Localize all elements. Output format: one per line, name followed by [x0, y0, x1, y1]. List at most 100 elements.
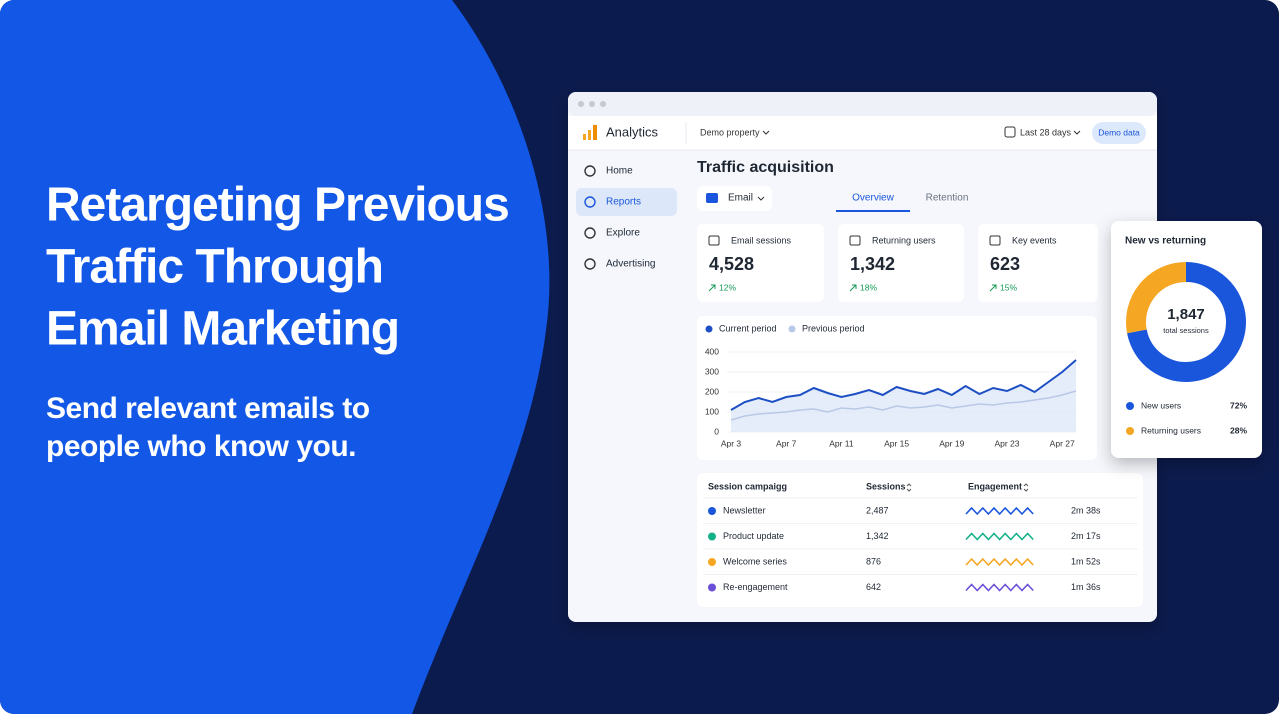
series-line — [730, 359, 1077, 411]
tab[interactable]: Retention — [926, 193, 969, 204]
page-title: Traffic acquisition — [697, 159, 834, 176]
logo-bar — [583, 134, 586, 140]
chevron — [762, 130, 770, 135]
x-tick-label: Apr 3 — [721, 438, 742, 448]
row-name: Re-engagement — [723, 582, 788, 592]
date-range: Last 28 days — [1020, 127, 1072, 137]
kpi-icon — [989, 235, 1001, 246]
kpi-icon — [708, 235, 720, 246]
row-time: 2m 17s — [1071, 531, 1101, 541]
kpi-value: 1,342 — [850, 254, 895, 274]
window-dot — [578, 101, 584, 107]
donut-title: New vs returning — [1125, 236, 1206, 247]
area — [731, 360, 1076, 432]
row-sessions: 876 — [866, 556, 881, 566]
x-tick-label: Apr 27 — [1050, 438, 1075, 448]
property: Demo property — [700, 127, 760, 137]
table-card — [697, 473, 1143, 607]
legend-label: Previous period — [802, 323, 865, 333]
logo-bar — [593, 125, 597, 140]
kpi-change: 18% — [860, 282, 877, 292]
sparkline — [965, 506, 1034, 516]
nav-icon — [584, 258, 596, 270]
headline-line: Retargeting Previous — [46, 179, 509, 232]
nav-icon — [584, 165, 596, 177]
subtitle-line: Send relevant emails to — [46, 392, 370, 425]
row-time: 2m 38s — [1071, 505, 1101, 515]
legend-label: Returning users — [1141, 425, 1201, 435]
filter: Email — [728, 193, 753, 204]
badge-text: Demo data — [1098, 127, 1140, 137]
x-tick-label: Apr 23 — [994, 438, 1019, 448]
x-tick-label: Apr 11 — [829, 438, 854, 448]
badge — [1092, 122, 1146, 144]
legend-swatch — [1126, 402, 1134, 410]
legend-swatch — [1126, 427, 1134, 435]
row-name: Welcome series — [723, 556, 787, 566]
y-tick-label: 300 — [705, 366, 719, 376]
sparkline — [965, 583, 1034, 592]
donut-segment — [1126, 262, 1187, 334]
tab[interactable]: Overview — [852, 193, 894, 204]
donut-center-value: 1,847 — [1167, 306, 1205, 323]
row-dot — [708, 583, 716, 592]
donut-center-label: total sessions — [1163, 326, 1209, 335]
legend-label: Current period — [719, 323, 777, 333]
donut-segment — [1127, 262, 1246, 382]
column-header: Sessions — [866, 481, 906, 491]
subtitle-line: people who know you. — [46, 430, 356, 463]
kpi-card — [978, 224, 1098, 302]
kpi-label: Returning users — [872, 235, 936, 245]
nav-item[interactable]: Reports — [606, 197, 641, 208]
x-tick-label: Apr 19 — [939, 438, 964, 448]
kpi-card — [697, 224, 824, 302]
nav-icon — [584, 196, 596, 208]
y-tick-label: 100 — [705, 406, 719, 416]
row-time: 1m 36s — [1071, 582, 1101, 592]
kpi-change: 15% — [1000, 282, 1017, 292]
series-line — [730, 390, 1077, 421]
kpi-change: 12% — [719, 282, 736, 292]
trend-arrow — [708, 284, 716, 292]
x-tick-label: Apr 15 — [884, 438, 909, 448]
nav-item[interactable]: Explore — [606, 228, 640, 239]
y-tick-label: 0 — [714, 426, 719, 436]
kpi-card — [838, 224, 964, 302]
headline-line: Traffic Through — [46, 241, 383, 294]
value-label: 28% — [1230, 425, 1247, 435]
window-bar — [568, 92, 1157, 116]
row-dot — [708, 558, 716, 566]
property-select[interactable] — [692, 122, 778, 144]
kpi-icon — [849, 235, 861, 246]
legend-swatch — [788, 325, 796, 333]
legend-label: New users — [1141, 400, 1181, 410]
filter-pill[interactable] — [697, 186, 772, 211]
nav-item[interactable]: Advertising — [606, 259, 655, 270]
date-select[interactable] — [998, 122, 1086, 144]
window-dot — [589, 101, 595, 107]
row-sessions: 1,342 — [866, 531, 889, 541]
chevron — [1073, 130, 1081, 135]
y-tick-label: 400 — [705, 346, 719, 356]
row-dot — [708, 507, 716, 515]
sparkline — [965, 532, 1034, 541]
row-sessions: 2,487 — [866, 505, 889, 515]
value-label: 72% — [1230, 400, 1247, 410]
brand: Analytics — [606, 124, 659, 139]
sort-icon — [906, 483, 912, 492]
kpi-value: 4,528 — [709, 254, 754, 274]
row-dot — [708, 532, 716, 541]
x-tick-label: Apr 7 — [776, 438, 797, 448]
row-name: Newsletter — [723, 505, 766, 515]
headline-line: Email Marketing — [46, 303, 399, 356]
kpi-value: 623 — [990, 254, 1020, 274]
nav-item[interactable]: Home — [606, 166, 633, 177]
trend-arrow — [849, 284, 857, 292]
kpi-label: Email sessions — [731, 235, 792, 245]
column-header: Session campaigg — [708, 481, 787, 491]
logo-bar — [588, 130, 591, 140]
chevron — [757, 196, 765, 201]
row-time: 1m 52s — [1071, 556, 1101, 566]
